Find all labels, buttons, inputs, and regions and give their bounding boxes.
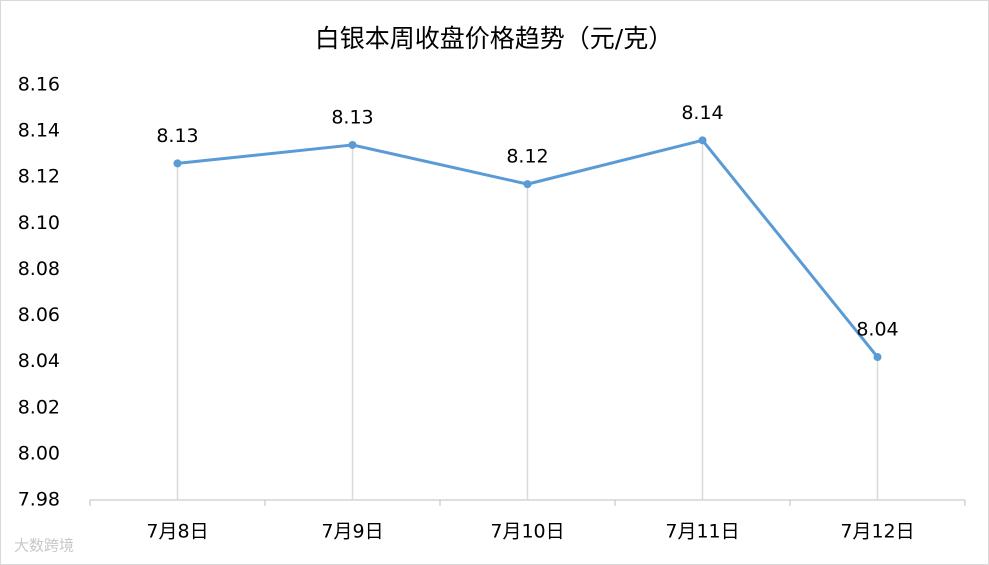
point [523, 180, 532, 189]
y-tick-label: 8.02 [18, 396, 60, 418]
data-label: 8.14 [681, 102, 723, 124]
y-tick-label: 8.12 [18, 166, 60, 188]
point [348, 140, 357, 149]
data-label: 8.13 [156, 125, 198, 147]
x-tick-label: 7月12日 [840, 521, 914, 543]
data-label: 8.13 [331, 106, 373, 128]
chart-title: 白银本周收盘价格趋势（元/克） [315, 24, 673, 53]
y-tick-label: 8.16 [18, 74, 60, 96]
watermark: 大数跨境 [14, 537, 74, 555]
y-tick-label: 8.14 [18, 120, 60, 142]
x-tick-label: 7月11日 [665, 521, 739, 543]
x-tick-label: 7月9日 [321, 521, 383, 543]
y-tick-label: 8.04 [18, 350, 60, 372]
y-tick-label: 8.10 [18, 212, 60, 234]
point [698, 136, 707, 145]
y-tick-label: 8.06 [18, 304, 60, 326]
point [873, 353, 882, 362]
y-tick-label: 8.08 [18, 258, 60, 280]
y-tick-label: 7.98 [18, 489, 60, 511]
x-tick-label: 7月8日 [146, 521, 208, 543]
y-tick-label: 8.00 [18, 442, 60, 464]
data-label: 8.12 [506, 146, 548, 168]
x-tick-label: 7月10日 [490, 521, 564, 543]
data-label: 8.04 [856, 319, 898, 341]
point [173, 159, 182, 168]
